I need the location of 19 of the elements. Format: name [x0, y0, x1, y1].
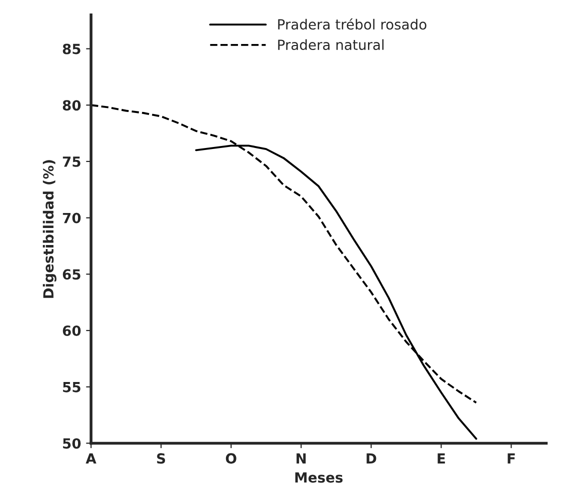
x-axis-title: Meses [295, 472, 343, 483]
legend-label: Pradera trébol rosado [278, 18, 426, 30]
x-tick-label: D [366, 453, 376, 464]
x-tick-label: O [226, 453, 236, 464]
x-tick-label: N [296, 453, 306, 464]
y-tick-label: 85 [62, 44, 80, 54]
y-tick-label: 75 [62, 156, 80, 167]
y-tick-label: 70 [62, 212, 81, 224]
y-tick-label: 50 [63, 438, 81, 449]
y-tick-label: 80 [62, 100, 81, 111]
x-tick-label: S [157, 453, 166, 464]
y-tick-label: 55 [63, 382, 80, 392]
x-tick-label: F [508, 453, 515, 464]
x-tick-label: E [438, 453, 445, 464]
y-axis-title: Digestibilidad (%) [42, 160, 56, 298]
y-tick-label: 65 [62, 269, 80, 280]
x-tick-label: A [86, 453, 96, 464]
legend-label: Pradera natural [278, 39, 384, 50]
y-tick-label: 60 [62, 325, 81, 336]
